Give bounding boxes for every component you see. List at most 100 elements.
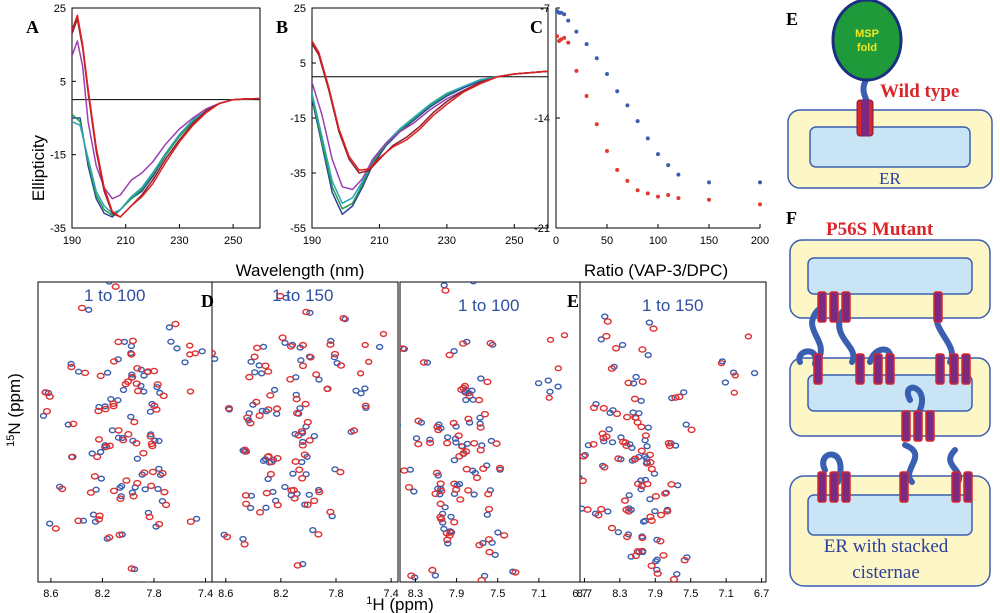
nmr-peak-red	[155, 520, 164, 528]
nmr-peak-blue	[296, 405, 304, 412]
nmr-peak-red	[301, 400, 310, 408]
nmr-peak-red	[266, 392, 275, 399]
nmr-peak-red	[436, 513, 445, 521]
nmr-peak-red	[464, 487, 473, 494]
nmr-peak-blue	[88, 450, 96, 457]
nmr-peak-blue	[440, 282, 448, 289]
nmr-peak-red	[419, 359, 429, 366]
data-point-series2	[562, 35, 567, 40]
x-tick-label: 8.2	[273, 588, 288, 600]
nmr-peak	[365, 358, 373, 366]
tm-helices	[813, 291, 973, 503]
nmr-peak	[546, 388, 554, 395]
nmr-peak	[198, 348, 206, 355]
nmr-peak	[191, 350, 200, 357]
y-axis-title-ellipticity: Ellipticity	[29, 134, 48, 201]
ticks-d1: 8.6 8.2 7.8 7.4	[43, 578, 213, 600]
nmr-peak-blue	[643, 459, 651, 466]
nmr-peak-red	[638, 534, 647, 542]
nmr-peak-red	[266, 470, 276, 478]
nmr-peak-blue	[476, 414, 484, 421]
nmr-peak-red	[291, 458, 300, 465]
nmr-peak-red	[611, 344, 621, 352]
y-tick-label: -35	[50, 223, 66, 235]
nmr-peak-blue	[239, 535, 247, 543]
nmr-peak-blue	[140, 372, 148, 379]
x-tick-label: 190	[303, 235, 321, 247]
nmr-peak-red	[245, 373, 254, 381]
nmr-peak-blue	[439, 519, 447, 526]
nmr-peak-blue	[628, 457, 637, 464]
nmr-peak-blue	[116, 484, 124, 491]
diagram-mutant: F P56S Mutant ER with stacked cisternae	[786, 208, 991, 587]
data-point-series2	[625, 178, 630, 183]
x-tick-label: 210	[370, 235, 388, 247]
nmr-peak	[361, 341, 369, 349]
panel-label-b: B	[276, 17, 288, 37]
nmr-peak-red	[450, 518, 459, 526]
nmr-peak-blue	[643, 443, 651, 450]
nmr-peak	[379, 330, 388, 338]
nmr-peak-blue	[494, 529, 502, 536]
nmr-peak-blue	[108, 427, 117, 434]
nmr-peak-red	[651, 492, 661, 500]
nmr-peak-blue	[465, 419, 474, 426]
nmr-peak-red	[388, 426, 395, 431]
nmr-peak-red	[109, 358, 119, 365]
spectrum-label-e2: 1 to 150	[642, 296, 703, 315]
nmr-peak-blue	[580, 474, 583, 481]
nmr-peak-blue	[289, 470, 297, 477]
nmr-peak-red	[622, 506, 631, 514]
data-point-series1	[615, 89, 620, 94]
nmr-peak-red	[638, 378, 647, 386]
nmr-peak-red	[132, 380, 141, 388]
nmr-peak-blue	[64, 421, 73, 428]
data-point-series2	[574, 68, 579, 73]
nmr-peak-blue	[584, 442, 593, 449]
nmr-peak-blue	[299, 560, 307, 568]
nmr-peak-red	[624, 379, 633, 387]
nmr-peak-blue	[443, 434, 452, 441]
x-axis-title-1h-sup: 1	[366, 595, 372, 607]
nmr-peak-red	[450, 480, 459, 488]
nmr-peak-red	[594, 511, 603, 519]
nmr-peak-red	[273, 501, 282, 509]
nmr-peak-blue	[489, 341, 497, 348]
data-point-series1	[566, 18, 571, 23]
nmr-peak	[744, 333, 753, 340]
ticks-a: 190 210 230 250 25 5 -15 -35	[50, 3, 242, 247]
nmr-peak-red	[241, 492, 251, 499]
nmr-peak-red	[124, 430, 133, 438]
nmr-peak-red	[253, 344, 262, 352]
nmr-peak-red	[293, 562, 302, 569]
nmr-peak-red	[637, 447, 646, 455]
x-tick-label: 7.5	[683, 588, 698, 600]
x-tick-label: 210	[117, 235, 135, 247]
nmr-peak-red	[292, 395, 301, 403]
nmr-peak-red	[123, 378, 133, 386]
nmr-peak-red	[147, 482, 156, 490]
ticks-b: 190 210 230 250 25 5 -15 -35 -55	[290, 3, 523, 247]
nmr-peak-red	[132, 439, 141, 447]
nmr-peak-red	[306, 353, 315, 361]
nmr-peak-red	[145, 513, 154, 521]
x-tick-label: 7.5	[490, 588, 505, 600]
nmr-peak-red	[246, 419, 255, 427]
nmr-peak-red	[312, 371, 321, 378]
nmr-peak-blue	[646, 496, 654, 503]
nmr-peak-red	[302, 308, 311, 316]
x-tick-label: 7.1	[531, 588, 546, 600]
nmr-peak-red	[122, 477, 131, 484]
nmr-peak-red	[242, 448, 251, 455]
nmr-peak-red	[326, 341, 335, 348]
data-point-series2	[594, 122, 599, 127]
nmr-peak-red	[223, 533, 232, 541]
nmr-peak-blue	[262, 408, 270, 415]
data-point-series1	[559, 10, 564, 15]
nmr-peak-red	[256, 508, 265, 516]
nmr-peak-blue	[450, 457, 459, 464]
nmr-peak-blue	[302, 471, 310, 478]
nmr-peak-red	[111, 283, 120, 290]
msp-label-line2: fold	[857, 42, 877, 54]
nmr-peak-blue	[67, 360, 75, 368]
